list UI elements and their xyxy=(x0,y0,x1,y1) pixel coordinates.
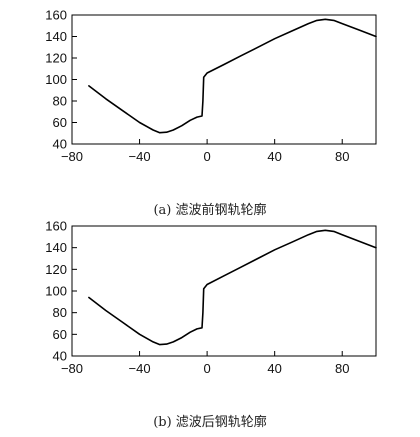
x-tick-label: 40 xyxy=(267,149,281,164)
x-tick-label: −40 xyxy=(129,361,151,376)
series-line xyxy=(88,229,377,346)
y-tick-label: 140 xyxy=(45,240,67,255)
x-tick-label: −80 xyxy=(61,361,83,376)
plot-frame xyxy=(71,14,377,145)
x-tick-label: 80 xyxy=(335,361,349,376)
caption-b: (b) 滤波后钢轨轮廓 xyxy=(153,414,267,430)
y-tick-label: 140 xyxy=(45,29,67,44)
x-tick-label: 80 xyxy=(335,149,349,164)
series-line xyxy=(88,18,377,134)
y-tick-label: 160 xyxy=(45,219,67,234)
plot-frame xyxy=(71,225,377,357)
y-tick-label: 80 xyxy=(53,94,67,109)
y-tick-label: 160 xyxy=(45,8,67,23)
x-tick-label: 40 xyxy=(267,361,281,376)
y-tick-label: 60 xyxy=(53,115,67,130)
y-tick-label: 60 xyxy=(53,327,67,342)
y-tick-label: 80 xyxy=(53,305,67,320)
y-tick-label: 120 xyxy=(45,51,67,66)
y-tick-label: 40 xyxy=(53,137,67,152)
y-tick-label: 40 xyxy=(53,349,67,364)
y-tick-label: 100 xyxy=(45,284,67,299)
x-tick-label: −80 xyxy=(61,149,83,164)
x-tick-label: 0 xyxy=(203,361,210,376)
chart-a: −80 −40 0 40 80 40 60 80 100 120 140 160 xyxy=(45,8,377,164)
caption-a: (a) 滤波前钢轨轮廓 xyxy=(153,202,266,218)
x-tick-label: −40 xyxy=(129,149,151,164)
x-tick-label: 0 xyxy=(203,149,210,164)
chart-b: −80 −40 0 40 80 40 60 80 100 120 140 160 xyxy=(45,219,377,376)
y-tick-label: 100 xyxy=(45,72,67,87)
y-tick-label: 120 xyxy=(45,262,67,277)
